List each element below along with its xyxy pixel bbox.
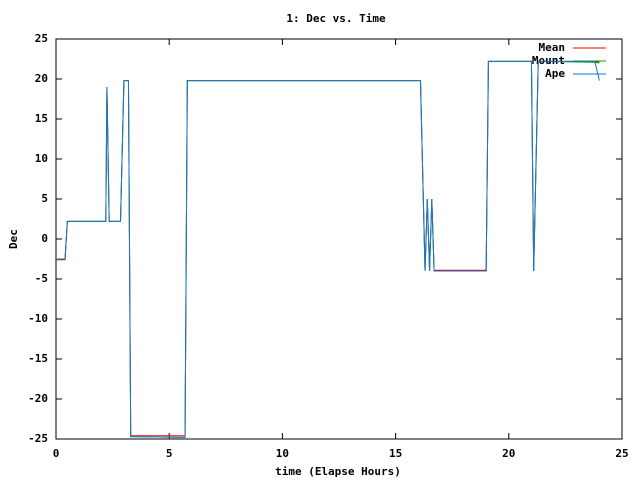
y-tick-label: 5 — [41, 192, 48, 205]
y-tick-label: 15 — [35, 112, 48, 125]
x-tick-label: 0 — [53, 447, 60, 460]
y-tick-label: 25 — [35, 32, 48, 45]
x-tick-label: 25 — [615, 447, 628, 460]
y-tick-label: 10 — [35, 152, 48, 165]
y-tick-label: 20 — [35, 72, 48, 85]
y-axis-label: Dec — [7, 229, 20, 249]
x-tick-label: 10 — [276, 447, 289, 460]
y-tick-label: -10 — [28, 312, 48, 325]
legend-label: Mean — [539, 41, 566, 54]
y-tick-label: -25 — [28, 432, 48, 445]
x-tick-label: 20 — [502, 447, 515, 460]
legend-label: Ape — [545, 67, 565, 80]
x-axis-label: time (Elapse Hours) — [275, 465, 401, 478]
x-tick-label: 5 — [166, 447, 173, 460]
chart-title: 1: Dec vs. Time — [286, 12, 386, 25]
data-line — [56, 60, 600, 438]
x-tick-label: 15 — [389, 447, 402, 460]
legend-label: Mount — [532, 54, 565, 67]
y-tick-label: -15 — [28, 352, 48, 365]
y-tick-label: -5 — [35, 272, 48, 285]
y-tick-label: 0 — [41, 232, 48, 245]
y-tick-label: -20 — [28, 392, 48, 405]
